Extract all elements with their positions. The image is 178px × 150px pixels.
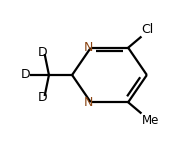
Text: D: D — [38, 46, 48, 59]
Text: D: D — [21, 69, 31, 81]
Text: N: N — [83, 41, 93, 54]
Text: D: D — [38, 92, 48, 104]
Text: N: N — [83, 96, 93, 109]
Text: Cl: Cl — [142, 23, 154, 36]
Text: Me: Me — [142, 114, 159, 127]
